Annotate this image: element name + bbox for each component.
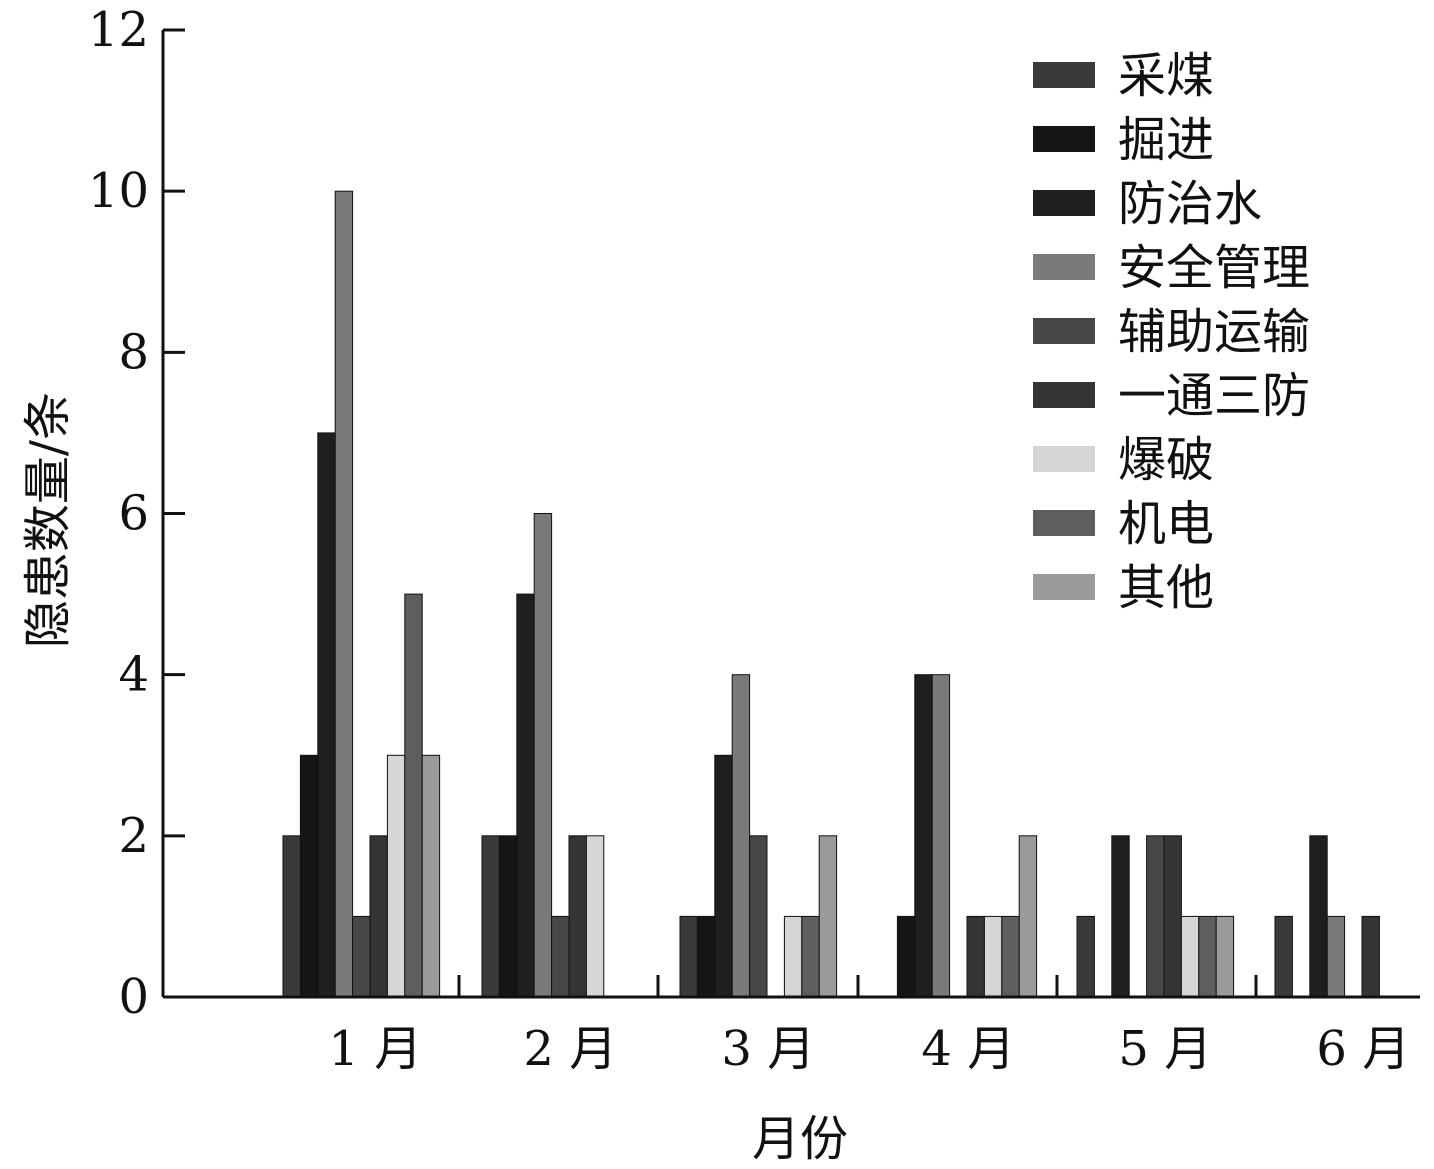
bar bbox=[714, 754, 733, 998]
bar bbox=[783, 915, 803, 998]
bar bbox=[369, 835, 388, 998]
bar bbox=[1076, 915, 1095, 998]
y-tick-label: 8 bbox=[118, 324, 149, 380]
bar bbox=[481, 835, 500, 998]
y-ticks: 0 2 4 6 8 10 12 bbox=[88, 2, 185, 1025]
category-label: 3 月 bbox=[721, 1021, 815, 1077]
bar bbox=[1111, 835, 1130, 998]
category-label: 5 月 bbox=[1118, 1021, 1212, 1077]
y-axis-title: 隐患数量/条 bbox=[20, 392, 76, 648]
legend-swatch bbox=[1033, 510, 1095, 536]
bar bbox=[1326, 915, 1346, 998]
y-tick-label: 12 bbox=[88, 2, 149, 58]
legend-swatch bbox=[1033, 126, 1095, 152]
bar bbox=[679, 915, 698, 998]
bar bbox=[282, 835, 301, 998]
bar bbox=[421, 754, 441, 998]
category-label: 6 月 bbox=[1316, 1021, 1410, 1077]
legend-swatch bbox=[1033, 318, 1095, 344]
legend-label: 采煤 bbox=[1118, 48, 1214, 104]
bar bbox=[299, 754, 319, 998]
bar bbox=[896, 915, 916, 998]
legend-swatch bbox=[1033, 382, 1095, 408]
bar bbox=[498, 835, 518, 998]
y-tick-label: 0 bbox=[118, 969, 149, 1025]
bar bbox=[1198, 915, 1217, 998]
bar bbox=[334, 190, 354, 998]
bar bbox=[1018, 835, 1038, 998]
bar bbox=[966, 915, 985, 998]
legend-swatch bbox=[1033, 446, 1095, 472]
bar bbox=[568, 835, 587, 998]
bar bbox=[1215, 915, 1235, 998]
bar bbox=[1163, 835, 1182, 998]
y-tick-label: 2 bbox=[118, 808, 149, 864]
category-label: 1 月 bbox=[328, 1021, 422, 1077]
bar bbox=[533, 513, 553, 998]
x-axis-title: 月份 bbox=[752, 1111, 848, 1167]
bar bbox=[1361, 915, 1380, 998]
bar bbox=[1001, 915, 1020, 998]
legend-label: 爆破 bbox=[1118, 432, 1214, 488]
bar bbox=[818, 835, 838, 998]
category-label: 2 月 bbox=[523, 1021, 617, 1077]
bars-layer bbox=[282, 190, 1380, 998]
legend-label: 辅助运输 bbox=[1118, 304, 1310, 360]
legend-label: 机电 bbox=[1118, 496, 1214, 552]
legend-label: 安全管理 bbox=[1118, 240, 1310, 296]
bar bbox=[551, 915, 570, 998]
legend-swatch bbox=[1033, 62, 1095, 88]
y-tick-label: 10 bbox=[88, 163, 149, 219]
bar bbox=[516, 593, 535, 998]
bar bbox=[914, 674, 933, 998]
bar bbox=[352, 915, 371, 998]
x-ticks: 1 月 2 月 3 月 4 月 5 月 6 月 bbox=[328, 975, 1410, 1077]
legend-label: 掘进 bbox=[1118, 112, 1214, 168]
bar bbox=[1146, 835, 1165, 998]
bar bbox=[801, 915, 820, 998]
bar bbox=[1180, 915, 1200, 998]
bar bbox=[585, 835, 605, 998]
legend-swatch bbox=[1033, 190, 1095, 216]
bar bbox=[731, 674, 751, 998]
bar bbox=[931, 674, 951, 998]
bar bbox=[1274, 915, 1293, 998]
legend-label: 其他 bbox=[1118, 560, 1214, 616]
bar bbox=[1309, 835, 1328, 998]
legend-swatch bbox=[1033, 254, 1095, 280]
category-label: 4 月 bbox=[921, 1021, 1015, 1077]
bar bbox=[696, 915, 716, 998]
legend-swatch bbox=[1033, 574, 1095, 600]
y-tick-label: 6 bbox=[118, 486, 149, 542]
bar bbox=[317, 432, 336, 998]
legend-label: 一通三防 bbox=[1118, 368, 1310, 424]
bar bbox=[404, 593, 423, 998]
bar bbox=[983, 915, 1003, 998]
legend-label: 防治水 bbox=[1118, 176, 1262, 232]
bar bbox=[749, 835, 768, 998]
y-tick-label: 4 bbox=[118, 647, 149, 703]
bar bbox=[386, 754, 406, 998]
